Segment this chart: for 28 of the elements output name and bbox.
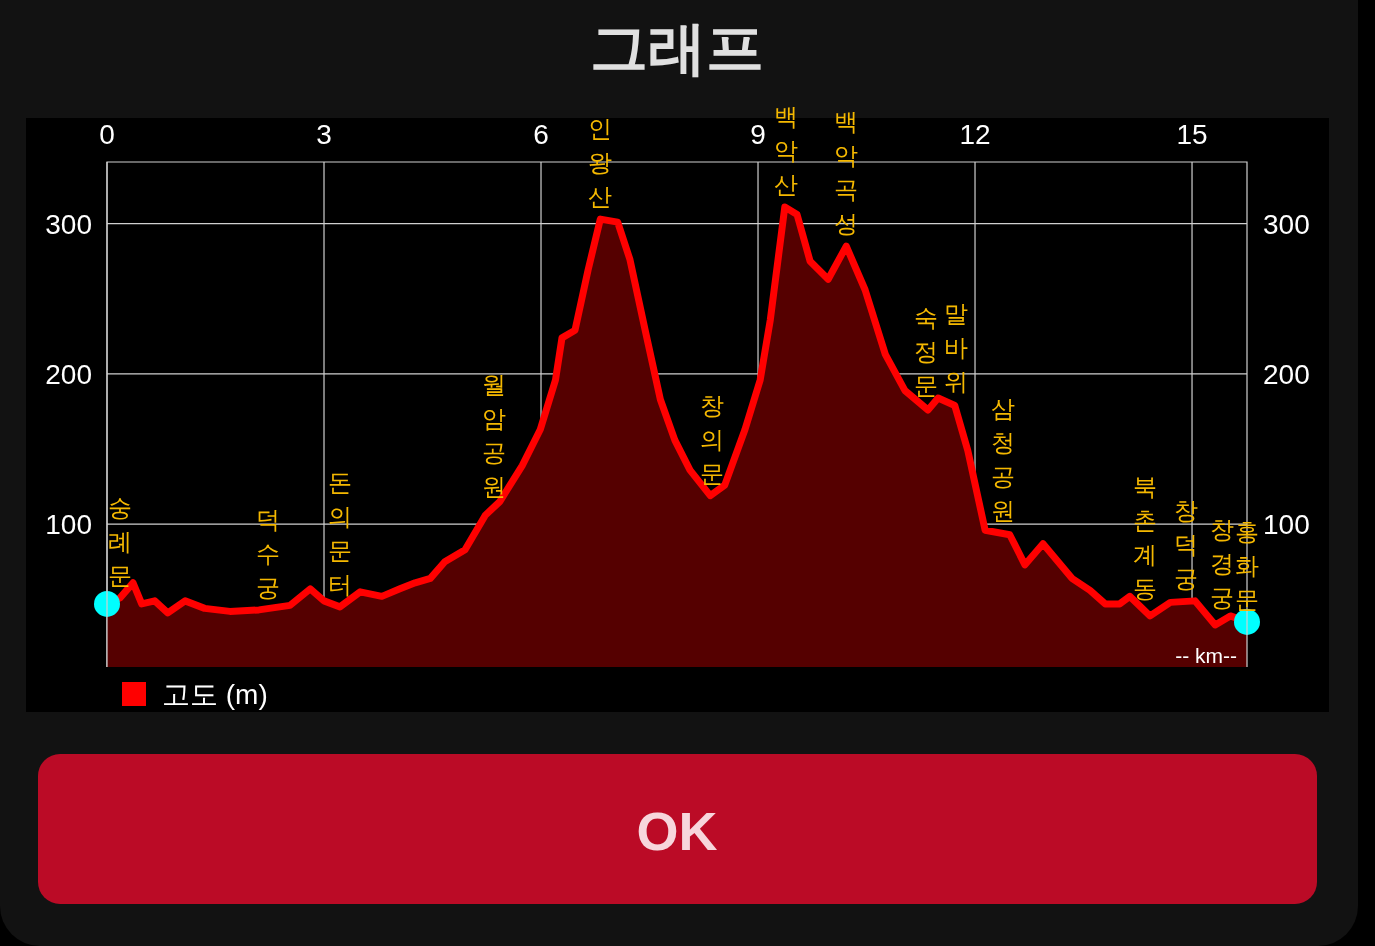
annotation: 월암공원 <box>481 371 506 501</box>
annotation: 인왕산 <box>588 115 613 211</box>
legend-label: 고도 (m) <box>162 679 268 710</box>
y-tick-label: 300 <box>45 208 92 240</box>
annotation: 숭례문 <box>108 493 133 589</box>
x-tick-label: 3 <box>316 119 332 150</box>
y2-tick-label: 200 <box>1263 358 1310 390</box>
y-tick-label: 200 <box>45 358 92 390</box>
annotation: 창의문 <box>699 391 724 487</box>
annotation: 돈의문터 <box>327 468 352 598</box>
y-tick-label: 100 <box>45 509 92 541</box>
annotation: 창덕궁 <box>1174 496 1199 592</box>
y2-tick-label: 100 <box>1263 509 1310 541</box>
chart-title: 그래프 <box>590 15 764 80</box>
x-tick-label: 6 <box>533 119 549 150</box>
annotation: 홍화문 <box>1235 517 1259 613</box>
x-axis-title: -- km-- <box>1175 644 1237 667</box>
y2-tick-label: 300 <box>1263 208 1310 240</box>
x-tick-label: 15 <box>1176 119 1208 150</box>
annotation: 창경궁 <box>1210 516 1235 612</box>
annotation: 백악산 <box>774 103 799 199</box>
annotation: 삼청공원 <box>991 395 1016 525</box>
x-tick-label: 9 <box>750 119 766 150</box>
x-tick-label: 0 <box>99 119 115 150</box>
annotation: 말바위 <box>944 299 969 395</box>
annotation: 숙정문 <box>913 304 938 400</box>
text: OK <box>636 801 718 861</box>
x-tick-label: 12 <box>959 119 991 150</box>
